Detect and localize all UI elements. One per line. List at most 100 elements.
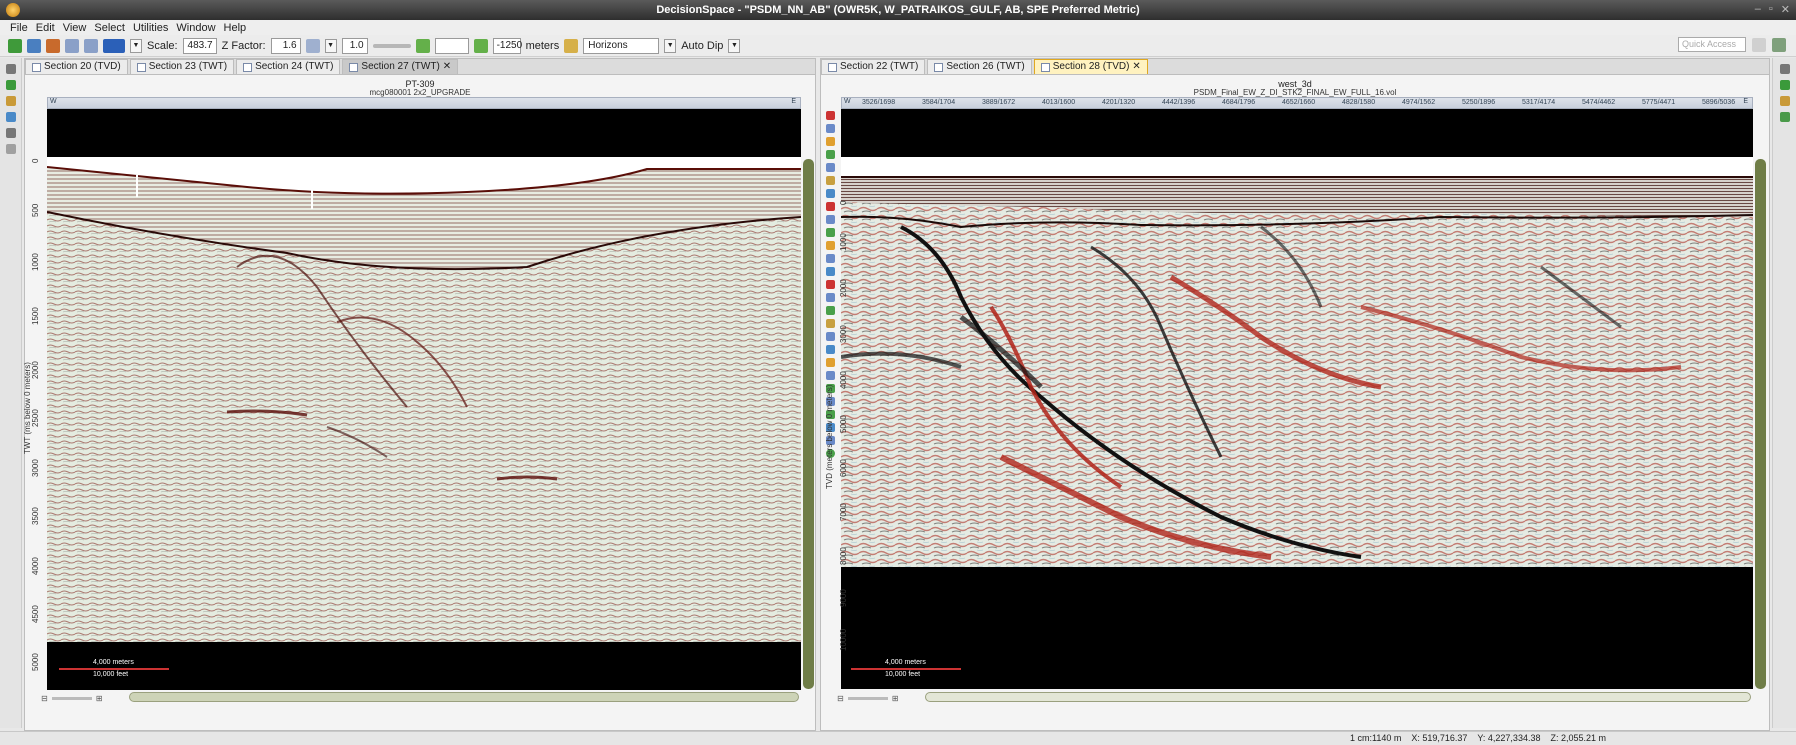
tab-section-28[interactable]: Section 28 (TVD) ✕ bbox=[1033, 59, 1148, 74]
lock-icon[interactable] bbox=[826, 319, 835, 328]
tab-section-20[interactable]: Section 20 (TVD) bbox=[25, 59, 128, 74]
undo-icon[interactable] bbox=[65, 38, 79, 53]
table-icon[interactable] bbox=[826, 371, 835, 380]
zoom-out-icon[interactable]: ⊟ bbox=[41, 694, 48, 703]
tab-close-icon[interactable]: ✕ bbox=[1132, 61, 1141, 72]
chart-icon[interactable] bbox=[826, 384, 835, 393]
seismic-image-left[interactable] bbox=[47, 157, 801, 642]
menu-window[interactable]: Window bbox=[176, 21, 216, 34]
menu-edit[interactable]: Edit bbox=[35, 21, 55, 34]
palette-icon[interactable] bbox=[1780, 112, 1790, 122]
flag-icon[interactable] bbox=[826, 241, 835, 250]
tree-icon[interactable] bbox=[6, 80, 16, 90]
y-tick: 3000 bbox=[839, 325, 848, 343]
autodip-dropdown[interactable]: ▼ bbox=[728, 38, 741, 53]
units-label: meters bbox=[525, 39, 560, 52]
well-icon[interactable] bbox=[826, 176, 835, 185]
snap-icon[interactable] bbox=[826, 293, 835, 302]
link-icon[interactable] bbox=[305, 38, 320, 53]
vertical-scrollbar[interactable] bbox=[803, 159, 814, 689]
y-tick: 4000 bbox=[31, 557, 40, 575]
layout-icon[interactable] bbox=[1772, 38, 1786, 52]
minimize-icon[interactable]: – bbox=[1754, 3, 1761, 15]
horizon-icon[interactable] bbox=[826, 150, 835, 159]
horizontal-scrollbar[interactable] bbox=[129, 692, 799, 702]
apply-icon[interactable] bbox=[473, 38, 488, 53]
section-subtitle: PSDM_Final_EW_Z_DI_STK2_FINAL_EW_FULL_16… bbox=[1193, 88, 1397, 97]
collapse-icon[interactable] bbox=[6, 64, 16, 74]
marker-icon[interactable] bbox=[826, 202, 835, 211]
go-icon[interactable] bbox=[826, 449, 835, 458]
zfactor-dropdown[interactable]: ▼ bbox=[324, 38, 337, 53]
grid-icon[interactable] bbox=[826, 163, 835, 172]
tree-tool-icon[interactable] bbox=[826, 410, 835, 419]
save-icon[interactable] bbox=[46, 38, 60, 53]
delete-icon[interactable] bbox=[826, 280, 835, 289]
zoom-slider-left[interactable] bbox=[51, 697, 92, 700]
vertical-exaggeration-input[interactable]: 1.0 bbox=[341, 37, 368, 54]
tab-section-24[interactable]: Section 24 (TWT) bbox=[236, 59, 341, 74]
blank-input[interactable] bbox=[434, 37, 469, 54]
horizontal-scrollbar[interactable] bbox=[925, 692, 1751, 702]
tab-section-23[interactable]: Section 23 (TWT) bbox=[129, 59, 235, 74]
copy-icon[interactable] bbox=[826, 332, 835, 341]
measure-icon[interactable] bbox=[826, 215, 835, 224]
pick-red-icon[interactable] bbox=[826, 111, 835, 120]
redo-icon[interactable] bbox=[84, 38, 98, 53]
polygon-icon[interactable] bbox=[826, 189, 835, 198]
fault-icon[interactable] bbox=[826, 137, 835, 146]
close-icon[interactable]: ✕ bbox=[1780, 4, 1790, 16]
zoom-in-icon[interactable]: ⊞ bbox=[891, 694, 899, 703]
offset-input[interactable]: -1250 bbox=[492, 37, 522, 54]
vertical-scrollbar[interactable] bbox=[1755, 159, 1766, 689]
info-icon[interactable] bbox=[826, 397, 835, 406]
extend-icon[interactable] bbox=[826, 306, 835, 315]
expand-icon[interactable] bbox=[6, 128, 16, 138]
select-icon[interactable] bbox=[826, 124, 835, 133]
open-icon[interactable] bbox=[27, 38, 41, 53]
window-controls[interactable]: – ▫ ✕ bbox=[1755, 3, 1790, 16]
zoom-slider[interactable] bbox=[372, 43, 411, 48]
layer-icon[interactable] bbox=[6, 96, 16, 106]
print-icon[interactable] bbox=[826, 436, 835, 445]
section-icon bbox=[349, 62, 359, 72]
filter-icon[interactable] bbox=[1780, 96, 1790, 106]
horizons-select[interactable]: Horizons bbox=[583, 37, 660, 54]
zoom-tool-icon[interactable] bbox=[826, 254, 835, 263]
horizon-pen-icon[interactable] bbox=[564, 38, 579, 53]
mode-dropdown[interactable]: ▼ bbox=[130, 38, 142, 53]
perspective-icon[interactable] bbox=[1752, 38, 1766, 52]
tab-section-22[interactable]: Section 22 (TWT) bbox=[821, 59, 926, 74]
globe-icon[interactable] bbox=[6, 112, 16, 122]
annotate-icon[interactable] bbox=[826, 228, 835, 237]
menu-select[interactable]: Select bbox=[94, 21, 125, 34]
refresh-icon[interactable] bbox=[415, 38, 430, 53]
tab-section-26[interactable]: Section 26 (TWT) bbox=[927, 59, 1032, 74]
collapse-right-icon[interactable] bbox=[1780, 64, 1790, 74]
settings-icon[interactable] bbox=[6, 144, 16, 154]
menu-view[interactable]: View bbox=[62, 21, 87, 34]
zfactor-input[interactable]: 1.6 bbox=[270, 37, 301, 54]
menu-file[interactable]: File bbox=[10, 21, 28, 34]
maximize-icon[interactable]: ▫ bbox=[1768, 3, 1773, 15]
horizons-dropdown[interactable]: ▼ bbox=[664, 38, 677, 53]
quick-access-input[interactable]: Quick Access bbox=[1678, 37, 1746, 52]
star-icon[interactable] bbox=[826, 358, 835, 367]
zoom-in-icon[interactable]: ⊞ bbox=[95, 694, 103, 703]
menu-help[interactable]: Help bbox=[223, 21, 247, 34]
tab-close-icon[interactable]: ✕ bbox=[442, 61, 452, 72]
compass-west: W bbox=[50, 98, 57, 105]
tab-section-27[interactable]: Section 27 (TWT) ✕ bbox=[342, 59, 459, 74]
add-icon[interactable] bbox=[8, 38, 22, 53]
y-tick: 0 bbox=[31, 158, 40, 163]
map-icon[interactable] bbox=[1780, 80, 1790, 90]
camera-icon[interactable] bbox=[826, 423, 835, 432]
menu-utilities[interactable]: Utilities bbox=[132, 21, 169, 34]
seismic-image-right[interactable] bbox=[841, 157, 1753, 567]
zoom-slider-right[interactable] bbox=[847, 697, 888, 700]
pan-icon[interactable] bbox=[826, 267, 835, 276]
paste-icon[interactable] bbox=[826, 345, 835, 354]
scale-input[interactable]: 483.7 bbox=[182, 37, 217, 54]
pointer-mode-icon[interactable] bbox=[103, 38, 125, 53]
zoom-out-icon[interactable]: ⊟ bbox=[837, 694, 844, 703]
